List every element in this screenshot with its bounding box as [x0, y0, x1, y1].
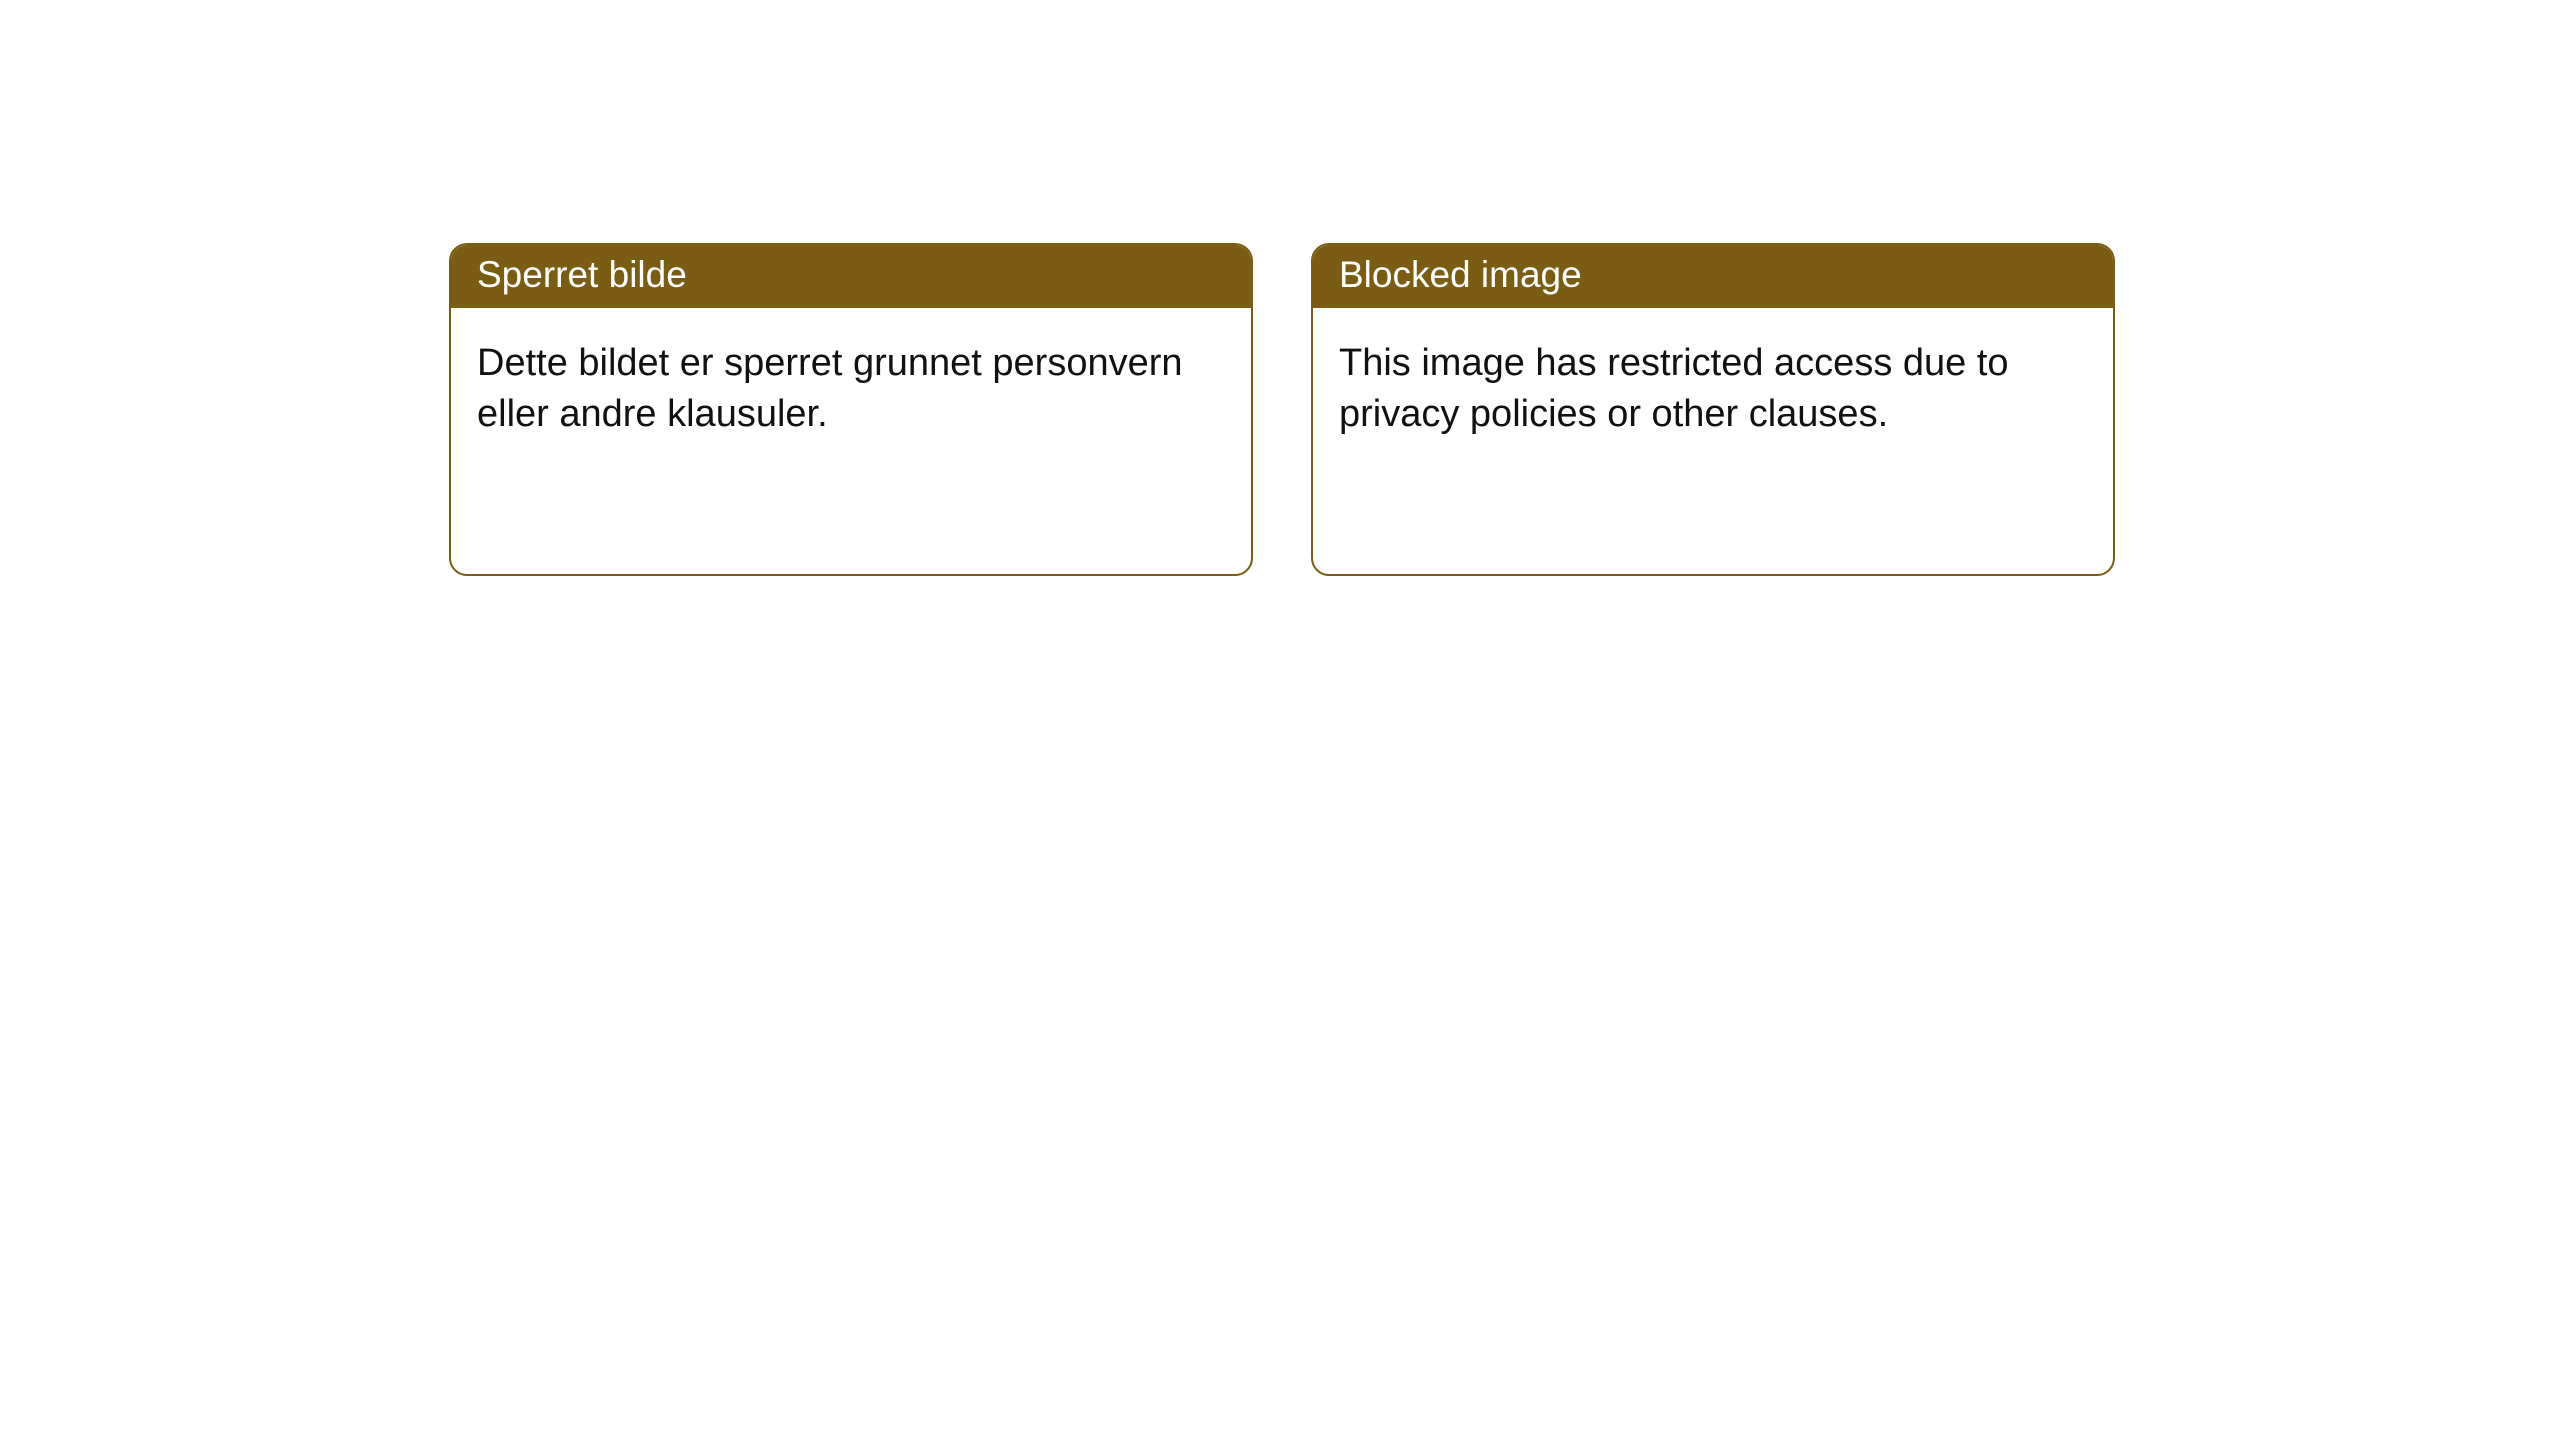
notice-container: Sperret bilde Dette bildet er sperret gr…	[0, 0, 2560, 576]
notice-card-norwegian: Sperret bilde Dette bildet er sperret gr…	[449, 243, 1253, 576]
notice-body-english: This image has restricted access due to …	[1313, 308, 2113, 471]
notice-card-english: Blocked image This image has restricted …	[1311, 243, 2115, 576]
notice-body-norwegian: Dette bildet er sperret grunnet personve…	[451, 308, 1251, 471]
notice-title-norwegian: Sperret bilde	[451, 245, 1251, 308]
notice-title-english: Blocked image	[1313, 245, 2113, 308]
